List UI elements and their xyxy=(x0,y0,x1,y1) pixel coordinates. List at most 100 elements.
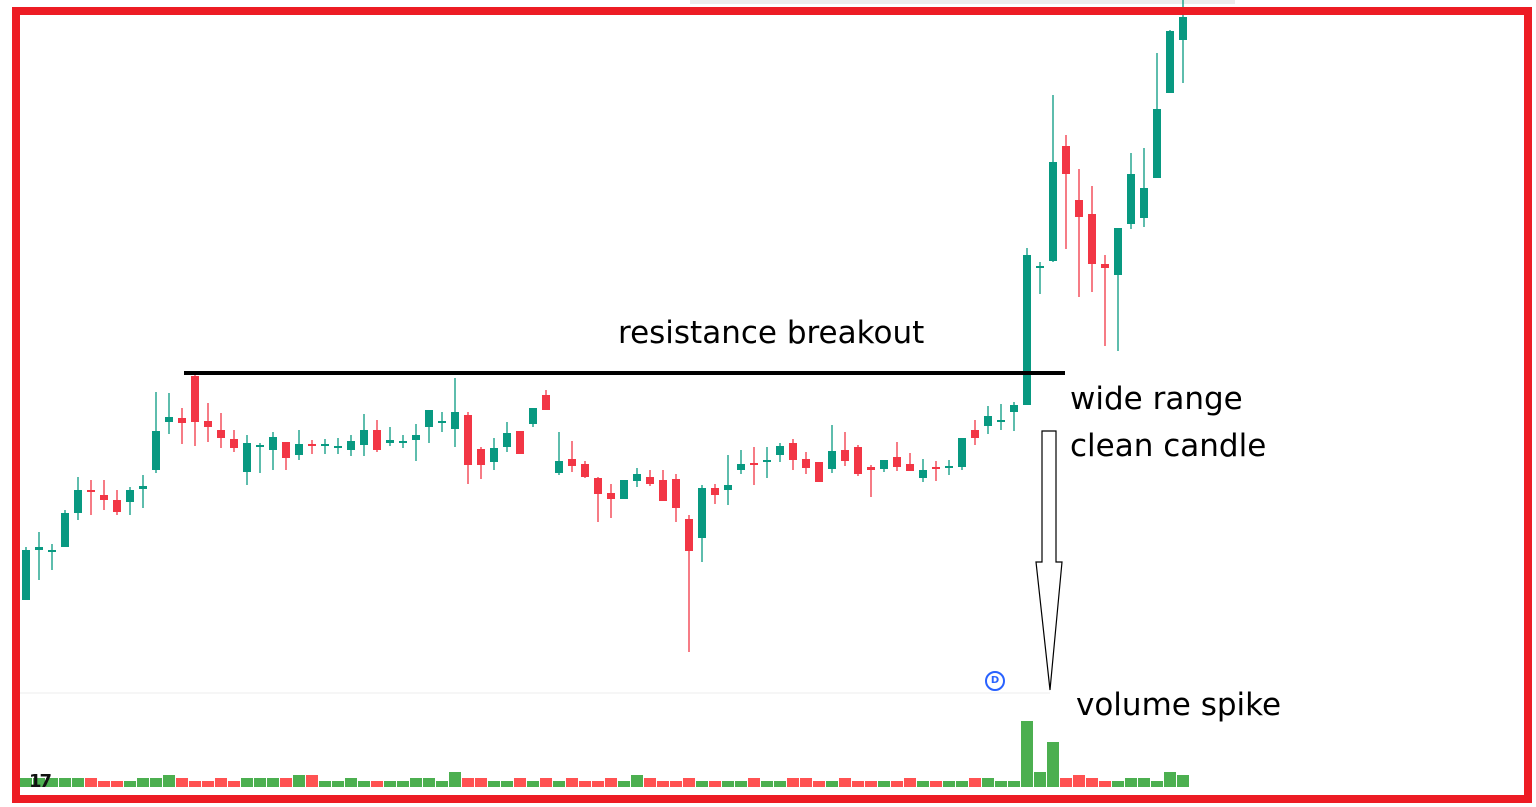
volume-bars xyxy=(20,721,1189,787)
candle-body xyxy=(217,430,225,438)
volume-bar xyxy=(553,781,565,787)
candle-body xyxy=(464,415,472,465)
volume-bar xyxy=(579,781,591,787)
volume-bar xyxy=(501,781,513,787)
volume-bar xyxy=(566,778,578,787)
candle-body xyxy=(763,460,771,462)
candle-body xyxy=(737,464,745,470)
candle-body xyxy=(399,441,407,443)
volume-bar xyxy=(1112,781,1124,787)
volume-bar xyxy=(1021,721,1033,787)
candle-body xyxy=(100,495,108,500)
candle-body xyxy=(230,439,238,448)
volume-bar xyxy=(709,781,721,787)
candle-body xyxy=(789,443,797,460)
volume-bar xyxy=(384,781,396,787)
candle-body xyxy=(724,485,732,490)
candle-body xyxy=(321,444,329,446)
candle-body xyxy=(594,478,602,494)
candle-body xyxy=(74,490,82,513)
tradingview-logo[interactable]: 17 xyxy=(29,771,52,792)
candle-body xyxy=(542,395,550,410)
candle-body xyxy=(854,447,862,474)
candle-body xyxy=(880,460,888,469)
volume-bar xyxy=(670,781,682,787)
volume-bar xyxy=(878,781,890,787)
candle-body xyxy=(22,550,30,600)
volume-bar xyxy=(1047,742,1059,787)
candle-body xyxy=(984,416,992,426)
wide-range-label: wide range xyxy=(1070,381,1243,417)
volume-bar xyxy=(891,781,903,787)
volume-bar xyxy=(1151,781,1163,787)
volume-bar xyxy=(839,778,851,787)
volume-bar xyxy=(657,781,669,787)
volume-bar xyxy=(267,778,279,787)
dividend-badge-icon[interactable]: D xyxy=(985,671,1005,691)
volume-bar xyxy=(917,781,929,787)
resistance-breakout-label: resistance breakout xyxy=(618,315,925,351)
candle-body xyxy=(204,421,212,427)
volume-bar xyxy=(800,778,812,787)
volume-bar xyxy=(514,778,526,787)
volume-bar xyxy=(1034,772,1046,787)
candle-body xyxy=(828,451,836,469)
candle-body xyxy=(750,463,758,465)
candle-body xyxy=(48,550,56,552)
candle-body xyxy=(295,444,303,455)
volume-bar xyxy=(683,778,695,787)
volume-bar xyxy=(904,778,916,787)
candle-body xyxy=(412,435,420,440)
volume-bar xyxy=(397,781,409,787)
volume-bar xyxy=(787,778,799,787)
volume-bar xyxy=(982,778,994,787)
candle-body xyxy=(360,430,368,445)
price-candles xyxy=(22,0,1187,652)
volume-bar xyxy=(956,781,968,787)
volume-bar xyxy=(631,775,643,787)
volume-bar xyxy=(605,778,617,787)
candle-body xyxy=(672,479,680,508)
volume-bar xyxy=(696,781,708,787)
candle-body xyxy=(490,448,498,462)
volume-bar xyxy=(761,781,773,787)
volume-bar xyxy=(462,778,474,787)
candle-body xyxy=(373,430,381,450)
volume-bar xyxy=(1125,778,1137,787)
volume-bar xyxy=(735,781,747,787)
candle-body xyxy=(802,459,810,468)
volume-bar xyxy=(345,778,357,787)
candle-body xyxy=(1023,255,1031,405)
candle-body xyxy=(1101,264,1109,268)
volume-bar xyxy=(540,778,552,787)
candle-body xyxy=(425,410,433,427)
candle-body xyxy=(1088,214,1096,264)
candle-body xyxy=(711,488,719,495)
volume-bar xyxy=(423,778,435,787)
candle-body xyxy=(698,488,706,538)
candle-body xyxy=(906,464,914,471)
candle-body xyxy=(503,433,511,447)
candle-body xyxy=(1049,162,1057,261)
top-strip xyxy=(690,0,1235,4)
volume-bar xyxy=(618,781,630,787)
candle-body xyxy=(932,467,940,469)
volume-bar xyxy=(1060,778,1072,787)
volume-bar xyxy=(410,778,422,787)
volume-bar xyxy=(137,778,149,787)
candle-body xyxy=(1179,17,1187,40)
candle-body xyxy=(191,376,199,422)
volume-bar xyxy=(865,781,877,787)
candle-body xyxy=(581,464,589,477)
candle-body xyxy=(451,412,459,429)
clean-candle-label: clean candle xyxy=(1070,428,1267,464)
volume-bar xyxy=(969,778,981,787)
down-arrow-icon xyxy=(1035,430,1063,691)
volume-bar xyxy=(592,781,604,787)
candle-body xyxy=(308,444,316,446)
volume-spike-label: volume spike xyxy=(1076,687,1282,723)
volume-bar xyxy=(202,781,214,787)
candle-body xyxy=(87,490,95,492)
volume-bar xyxy=(33,778,45,787)
candle-body xyxy=(516,431,524,454)
